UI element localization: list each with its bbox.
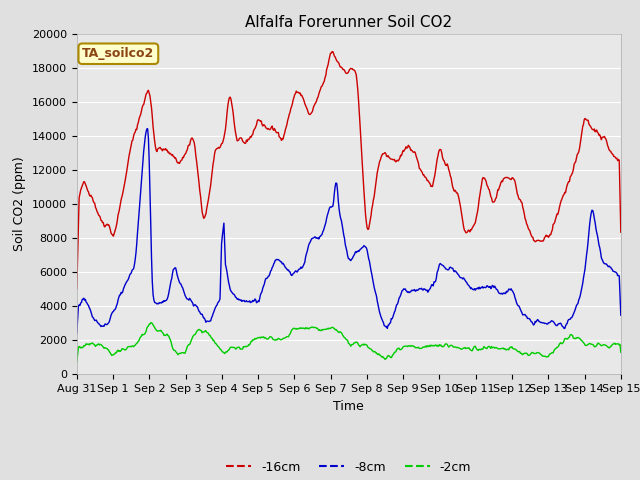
Y-axis label: Soil CO2 (ppm): Soil CO2 (ppm) [13, 156, 26, 252]
-8cm [207, 318, 214, 324]
X-axis label: Time: Time [333, 400, 364, 413]
-8cm [227, 288, 235, 294]
-2cm [617, 349, 625, 355]
-2cm [227, 344, 235, 350]
-16cm [206, 188, 214, 194]
Text: TA_soilco2: TA_soilco2 [82, 47, 154, 60]
-2cm [497, 346, 505, 351]
-16cm [329, 49, 337, 55]
-16cm [617, 229, 625, 235]
Title: Alfalfa Forerunner Soil CO2: Alfalfa Forerunner Soil CO2 [245, 15, 452, 30]
-16cm [431, 172, 438, 178]
-2cm [246, 342, 253, 348]
-8cm [497, 291, 505, 297]
Line: -2cm: -2cm [77, 323, 621, 362]
-8cm [617, 312, 625, 318]
-8cm [431, 279, 438, 285]
-8cm [73, 330, 81, 336]
Line: -8cm: -8cm [77, 129, 621, 333]
-16cm [227, 94, 234, 100]
-16cm [245, 137, 253, 143]
-2cm [564, 336, 572, 341]
Line: -16cm: -16cm [77, 52, 621, 288]
-16cm [497, 180, 505, 185]
-8cm [246, 298, 253, 304]
-8cm [144, 126, 152, 132]
-2cm [148, 320, 156, 325]
-8cm [564, 318, 572, 324]
-2cm [431, 343, 438, 348]
-16cm [73, 286, 81, 291]
Legend: -16cm, -8cm, -2cm: -16cm, -8cm, -2cm [221, 456, 476, 479]
-2cm [73, 359, 81, 365]
-16cm [564, 180, 572, 186]
-2cm [207, 334, 214, 339]
